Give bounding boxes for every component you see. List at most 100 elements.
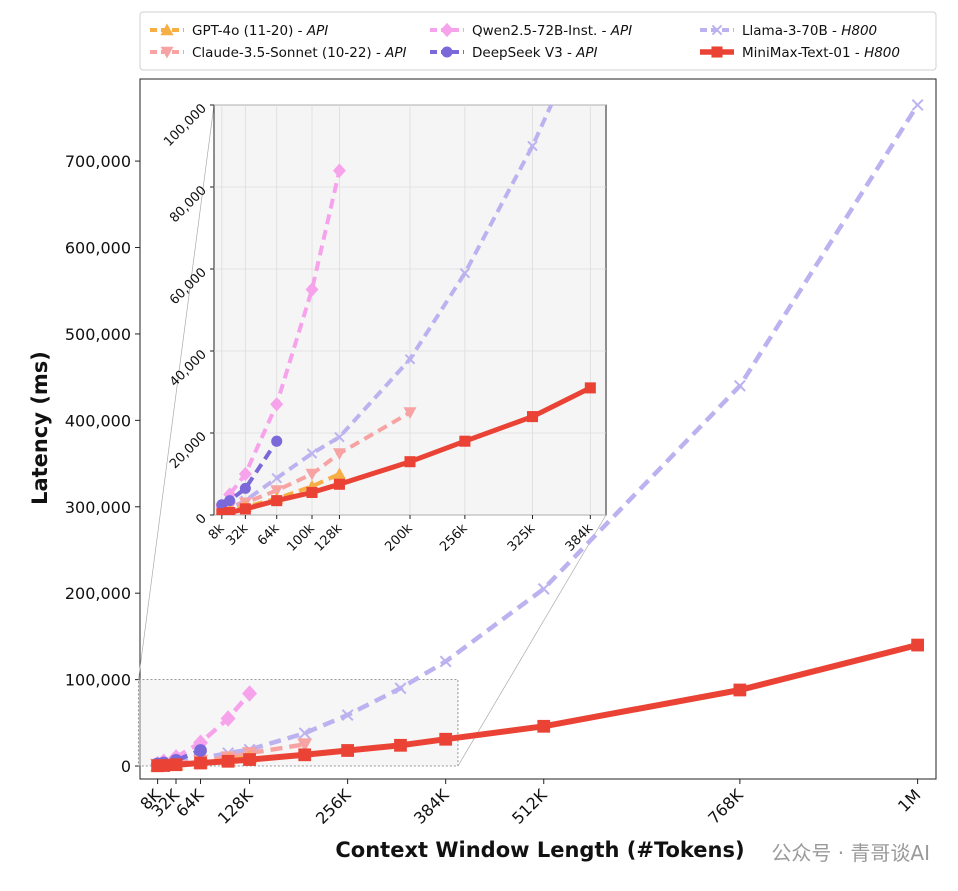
x-tick-label: 256K <box>312 785 355 828</box>
series-minimax-text-01 <box>151 638 924 773</box>
data-point-marker <box>733 683 747 697</box>
legend-deployment: API <box>575 45 597 61</box>
data-point-marker <box>911 98 924 111</box>
legend-series-name: GPT-4o (11-20) - <box>192 23 307 39</box>
data-point-marker <box>911 638 924 652</box>
legend-series-name: MiniMax-Text-01 - <box>742 45 864 61</box>
data-point-marker <box>341 744 354 757</box>
data-point-marker <box>403 407 417 419</box>
data-point-marker <box>242 685 258 702</box>
marker-stroke <box>404 353 416 365</box>
data-point-marker <box>305 468 319 481</box>
data-point-marker <box>194 744 207 757</box>
data-point-marker <box>404 456 416 468</box>
legend-item: GPT-4o (11-20) - API <box>150 23 328 39</box>
x-tick-label: 512K <box>508 785 551 828</box>
legend-label: DeepSeek V3 - API <box>472 45 598 61</box>
data-point-marker <box>238 466 252 482</box>
data-point-marker <box>333 478 345 490</box>
legend-series-name: Llama-3-70B - <box>742 23 841 39</box>
data-point-marker <box>334 431 345 443</box>
data-point-marker <box>297 738 313 752</box>
y-tick-label: 300,000 <box>65 498 131 517</box>
marker-stroke <box>394 682 407 695</box>
main-y-axis: 0 100,000 200,000 300,000 400,000 500,000 600,… <box>65 152 140 776</box>
legend-deployment: API <box>610 23 632 39</box>
data-point-marker <box>459 435 471 447</box>
data-point-marker <box>194 756 207 770</box>
x-tick-label: 384K <box>410 785 453 828</box>
legend-item: Claude-3.5-Sonnet (10-22) - API <box>150 45 407 61</box>
series-line <box>221 385 592 515</box>
marker-stroke <box>341 709 354 722</box>
legend-frame <box>139 11 937 71</box>
legend-label: Llama-3-70B - H800 <box>742 23 877 39</box>
data-point-marker <box>224 507 236 515</box>
watermark: 公众号 · 青哥谈AI <box>771 841 930 865</box>
marker-stroke <box>711 24 723 36</box>
data-point-marker <box>160 46 174 59</box>
data-point-marker <box>527 140 538 152</box>
series-minimax-text-01 <box>216 382 596 515</box>
data-point-marker <box>733 379 746 392</box>
marker-stroke <box>334 431 345 443</box>
data-point-marker <box>305 282 319 297</box>
legend-item: Llama-3-70B - H800 <box>700 23 877 39</box>
legend-series-name: Claude-3.5-Sonnet (10-22) - <box>192 45 385 61</box>
x-tick-label: 128K <box>214 785 257 828</box>
data-point-marker <box>216 508 228 515</box>
data-point-marker <box>711 24 723 36</box>
legend-item: DeepSeek V3 - API <box>430 45 598 61</box>
y-axis-title: Latency (ms) <box>28 351 52 505</box>
data-point-marker <box>440 22 454 38</box>
data-point-marker <box>239 503 251 515</box>
y-tick-label: 0 <box>121 757 131 776</box>
main-series-layer <box>150 98 924 773</box>
x-tick-label: 768K <box>704 785 747 828</box>
y-tick-label: 500,000 <box>65 325 131 344</box>
marker-stroke <box>306 448 318 459</box>
x-tick-label: 1M <box>894 785 924 815</box>
marker-stroke <box>527 140 538 152</box>
y-tick-label: 100,000 <box>65 671 131 690</box>
x-axis-title: Context Window Length (#Tokens) <box>335 838 744 862</box>
data-point-marker <box>332 163 346 178</box>
legend-item: MiniMax-Text-01 - H800 <box>700 45 900 61</box>
marker-stroke <box>439 655 452 668</box>
data-point-marker <box>160 23 174 36</box>
data-point-marker <box>306 448 318 459</box>
series-line <box>220 170 342 508</box>
y-tick-label: 400,000 <box>65 411 131 430</box>
legend-label: Qwen2.5-72B-Inst. - API <box>472 23 632 39</box>
zoom-connector <box>457 514 607 767</box>
data-point-marker <box>169 758 183 772</box>
zoom-connector <box>138 104 215 680</box>
data-point-marker <box>404 353 416 365</box>
x-tick-label: 64K <box>172 785 208 821</box>
marker-stroke <box>537 582 550 595</box>
data-point-marker <box>711 46 723 58</box>
y-tick-label: 200,000 <box>65 584 131 603</box>
data-point-marker <box>270 397 284 412</box>
legend-item: Qwen2.5-72B-Inst. - API <box>430 22 632 39</box>
data-point-marker <box>332 448 346 460</box>
data-point-marker <box>341 709 354 722</box>
data-point-marker <box>270 485 284 497</box>
legend-label: GPT-4o (11-20) - API <box>192 23 328 39</box>
data-point-marker <box>439 732 453 746</box>
marker-stroke <box>271 472 282 484</box>
data-point-marker <box>537 582 550 595</box>
data-point-marker <box>157 759 171 772</box>
data-point-marker <box>441 46 453 58</box>
marker-stroke <box>911 98 924 111</box>
data-point-marker <box>239 482 251 494</box>
legend-series-name: Qwen2.5-72B-Inst. - <box>472 23 611 39</box>
data-point-marker <box>221 754 235 768</box>
legend-deployment: API <box>306 23 328 39</box>
marker-stroke <box>298 727 311 740</box>
data-point-marker <box>394 682 407 695</box>
legend-deployment: API <box>384 45 406 61</box>
